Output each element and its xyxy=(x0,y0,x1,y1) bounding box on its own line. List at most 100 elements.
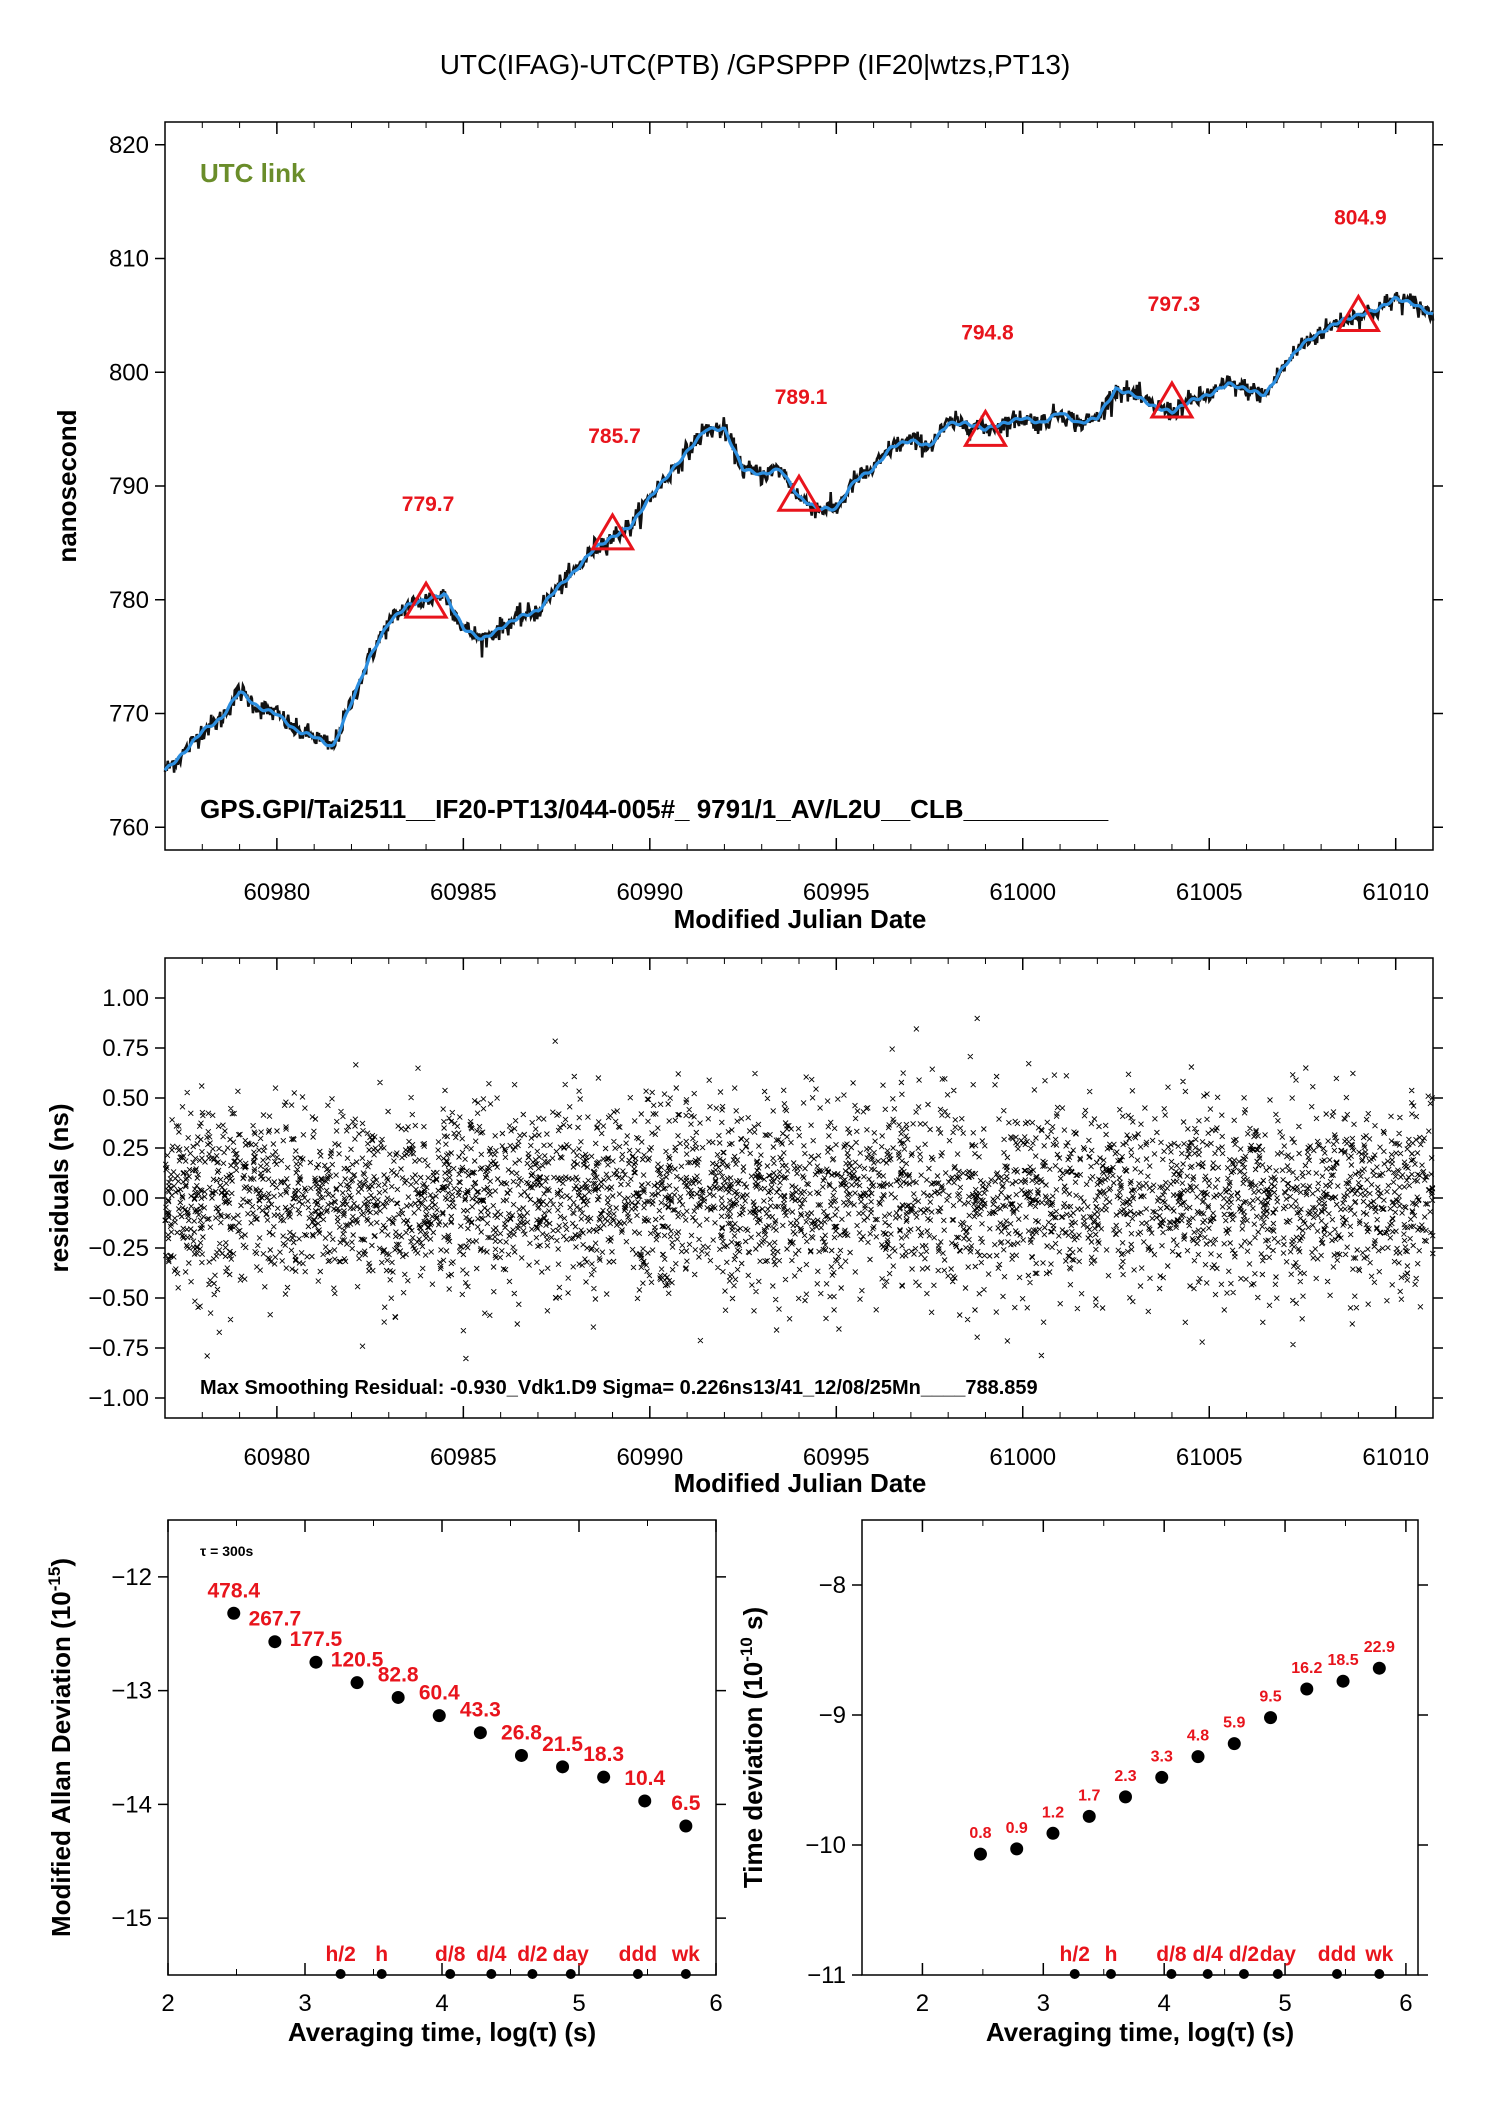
x-tick-label: 61010 xyxy=(1362,1444,1429,1471)
raw-trace xyxy=(163,291,1435,773)
reference-point xyxy=(445,1969,456,1979)
stability-point xyxy=(1046,1826,1060,1840)
mean-label: 785.7 xyxy=(588,425,641,448)
smoothed-trace xyxy=(163,295,1434,772)
stability-point xyxy=(391,1690,405,1704)
stability-point xyxy=(473,1726,487,1740)
y-tick-label: 0.75 xyxy=(102,1035,149,1062)
mean-label: 794.8 xyxy=(961,321,1014,344)
reference-label: h xyxy=(1105,1943,1118,1966)
reference-point xyxy=(1374,1969,1385,1979)
y-tick-label: −8 xyxy=(819,1572,846,1599)
reference-point xyxy=(1272,1969,1283,1979)
stability-label: 0.9 xyxy=(1006,1820,1028,1837)
stability-label: 6.5 xyxy=(671,1792,701,1815)
y-axis-label: Time deviation (10-10 s) xyxy=(737,1607,768,1888)
stability-point xyxy=(679,1819,693,1833)
y-tick-label: 1.00 xyxy=(102,985,149,1012)
mean-label: 779.7 xyxy=(402,493,455,516)
stability-point xyxy=(1264,1711,1278,1725)
link-tag: UTC link xyxy=(200,158,306,188)
reference-point xyxy=(632,1969,643,1979)
stability-label: 5.9 xyxy=(1223,1715,1245,1732)
mean-marker xyxy=(589,511,636,551)
stability-label: 267.7 xyxy=(249,1608,302,1631)
stability-point xyxy=(597,1770,611,1784)
y-tick-label: −0.25 xyxy=(88,1235,149,1262)
reference-label: wk xyxy=(671,1943,700,1966)
reference-label: day xyxy=(553,1943,590,1966)
stability-point xyxy=(1082,1809,1096,1823)
mean-label: 804.9 xyxy=(1334,207,1387,230)
stability-point xyxy=(514,1748,528,1762)
stability-label: 21.5 xyxy=(542,1733,583,1756)
stability-label: 1.2 xyxy=(1042,1804,1064,1821)
stability-label: 10.4 xyxy=(624,1767,665,1790)
stability-point xyxy=(268,1635,282,1649)
stability-point xyxy=(1155,1770,1169,1784)
y-axis-label-exp: -15 xyxy=(45,1567,64,1592)
x-tick-label: 3 xyxy=(298,1990,311,2017)
x-tick-label: 61000 xyxy=(989,879,1056,906)
info-line: Max Smoothing Residual: -0.930_Vdk1.D9 S… xyxy=(200,1377,1038,1399)
x-tick-label: 2 xyxy=(916,1990,929,2017)
y-tick-label: −13 xyxy=(111,1678,152,1705)
stability-point xyxy=(638,1794,652,1808)
stability-point xyxy=(1336,1674,1350,1688)
x-tick-label: 2 xyxy=(161,1990,174,2017)
x-tick-label: 4 xyxy=(1157,1990,1170,2017)
mean-marker xyxy=(1149,380,1195,419)
stability-point xyxy=(309,1655,323,1669)
x-tick-label: 61010 xyxy=(1362,879,1429,906)
stability-point xyxy=(1191,1750,1205,1764)
x-tick-label: 61005 xyxy=(1176,1444,1243,1471)
residuals-panel: 60980 60985 60990 60995 61000 61005 61010 1.00 0… xyxy=(44,957,1443,1498)
x-tick-label: 60985 xyxy=(430,879,497,906)
reference-label: wk xyxy=(1364,1943,1393,1966)
residual-points xyxy=(162,1015,1436,1362)
y-tick-label: 0.25 xyxy=(102,1135,149,1162)
y-axis-label: Modified Allan Deviation (10-15) xyxy=(45,1558,76,1937)
y-tick-label: −14 xyxy=(111,1791,152,1818)
y-axis-label: residuals (ns) xyxy=(44,1103,74,1272)
x-tick-label: 5 xyxy=(572,1990,585,2017)
stability-point xyxy=(1118,1790,1132,1804)
y-axis-label-end: s) xyxy=(738,1607,768,1637)
reference-label: d/4 xyxy=(1193,1943,1224,1966)
stability-label: 22.9 xyxy=(1364,1639,1395,1656)
time-series-panel: 60980 60985 60990 60995 61000 61005 61010 760 77… xyxy=(52,121,1443,934)
y-tick-label: −12 xyxy=(111,1564,152,1591)
stability-label: 1.7 xyxy=(1078,1787,1100,1804)
x-tick-label: 60995 xyxy=(803,879,870,906)
y-tick-label: −11 xyxy=(807,1962,846,1989)
reference-label: h/2 xyxy=(325,1943,355,1966)
reference-point xyxy=(486,1969,497,1979)
plot-frame xyxy=(164,957,1434,1419)
stability-label: 478.4 xyxy=(207,1579,260,1602)
reference-point xyxy=(1069,1969,1080,1979)
x-tick-label: 61005 xyxy=(1176,879,1243,906)
x-axis-label: Modified Julian Date xyxy=(674,904,927,934)
x-tick-label: 60990 xyxy=(616,879,683,906)
x-tick-label: 6 xyxy=(1399,1990,1412,2017)
reference-label: d/8 xyxy=(1156,1943,1187,1966)
y-axis-label-main: Modified Allan Deviation (10 xyxy=(46,1591,76,1937)
figure-title: UTC(IFAG)-UTC(PTB) /GPSPPP (IF20|wtzs,PT… xyxy=(440,49,1071,80)
stability-point xyxy=(227,1606,241,1620)
y-tick-label: 810 xyxy=(109,246,149,273)
tau-note: τ = 300s xyxy=(200,1543,254,1559)
stability-point xyxy=(1227,1737,1241,1751)
x-tick-label: 60990 xyxy=(616,1444,683,1471)
reference-label: d/8 xyxy=(435,1943,466,1966)
x-axis-label: Averaging time, log(τ) (s) xyxy=(288,2017,596,2047)
x-tick-label: 3 xyxy=(1037,1990,1050,2017)
stability-label: 16.2 xyxy=(1291,1660,1322,1677)
y-tick-label: 820 xyxy=(109,132,149,159)
info-backdrop xyxy=(195,1366,1275,1402)
reference-point xyxy=(376,1969,387,1979)
reference-point xyxy=(1238,1969,1249,1979)
y-tick-label: 760 xyxy=(109,814,149,841)
y-tick-label: 800 xyxy=(109,359,149,386)
mean-marker xyxy=(1335,293,1382,333)
x-tick-label: 5 xyxy=(1278,1990,1291,2017)
